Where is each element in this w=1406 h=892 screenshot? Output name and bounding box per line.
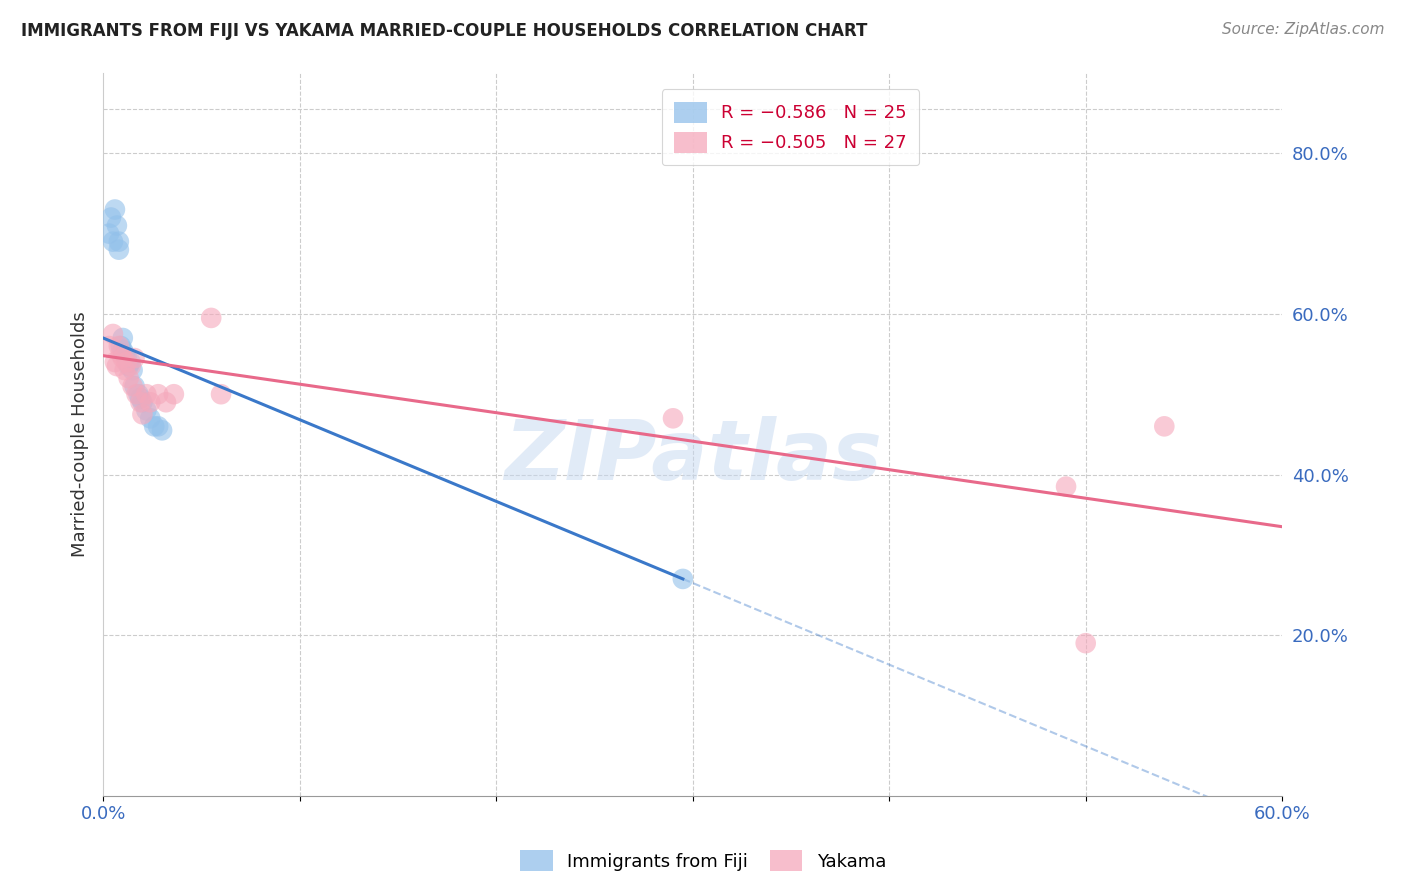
Point xyxy=(128,387,150,401)
Point xyxy=(108,235,131,249)
Point xyxy=(163,387,186,401)
Point xyxy=(111,331,134,345)
Point xyxy=(209,387,232,401)
Point xyxy=(131,395,153,409)
Point xyxy=(101,326,124,341)
Point xyxy=(135,403,157,417)
Point xyxy=(129,395,152,409)
Point xyxy=(100,211,122,225)
Point xyxy=(110,347,132,361)
Point xyxy=(1074,636,1097,650)
Point xyxy=(135,387,157,401)
Legend: R = −0.586   N = 25, R = −0.505   N = 27: R = −0.586 N = 25, R = −0.505 N = 27 xyxy=(662,89,920,165)
Point xyxy=(120,359,142,373)
Point xyxy=(131,407,153,421)
Point xyxy=(115,355,138,369)
Point xyxy=(150,423,173,437)
Point xyxy=(121,379,143,393)
Point xyxy=(111,351,134,365)
Point xyxy=(139,411,162,425)
Point xyxy=(121,363,143,377)
Point xyxy=(139,395,162,409)
Point xyxy=(105,359,128,373)
Point xyxy=(98,227,121,241)
Point xyxy=(108,339,131,353)
Point xyxy=(1054,479,1077,493)
Point xyxy=(155,395,177,409)
Point xyxy=(118,359,141,373)
Text: Source: ZipAtlas.com: Source: ZipAtlas.com xyxy=(1222,22,1385,37)
Legend: Immigrants from Fiji, Yakama: Immigrants from Fiji, Yakama xyxy=(513,843,893,879)
Point xyxy=(115,351,138,365)
Point xyxy=(108,243,131,257)
Text: IMMIGRANTS FROM FIJI VS YAKAMA MARRIED-COUPLE HOUSEHOLDS CORRELATION CHART: IMMIGRANTS FROM FIJI VS YAKAMA MARRIED-C… xyxy=(21,22,868,40)
Point xyxy=(129,391,152,405)
Point xyxy=(114,363,136,377)
Point xyxy=(118,371,141,385)
Point xyxy=(105,219,128,233)
Point xyxy=(104,355,127,369)
Point xyxy=(1153,419,1175,434)
Point xyxy=(120,355,142,369)
Point xyxy=(101,235,124,249)
Text: ZIPatlas: ZIPatlas xyxy=(503,416,882,497)
Point xyxy=(146,419,169,434)
Point xyxy=(124,351,146,365)
Point xyxy=(125,387,148,401)
Point xyxy=(146,387,169,401)
Point xyxy=(114,347,136,361)
Point xyxy=(111,343,134,357)
Point xyxy=(98,339,121,353)
Point xyxy=(110,339,132,353)
Point xyxy=(662,411,685,425)
Point xyxy=(143,419,166,434)
Point xyxy=(124,379,146,393)
Point xyxy=(672,572,695,586)
Point xyxy=(200,310,222,325)
Y-axis label: Married-couple Households: Married-couple Households xyxy=(72,311,89,558)
Point xyxy=(104,202,127,217)
